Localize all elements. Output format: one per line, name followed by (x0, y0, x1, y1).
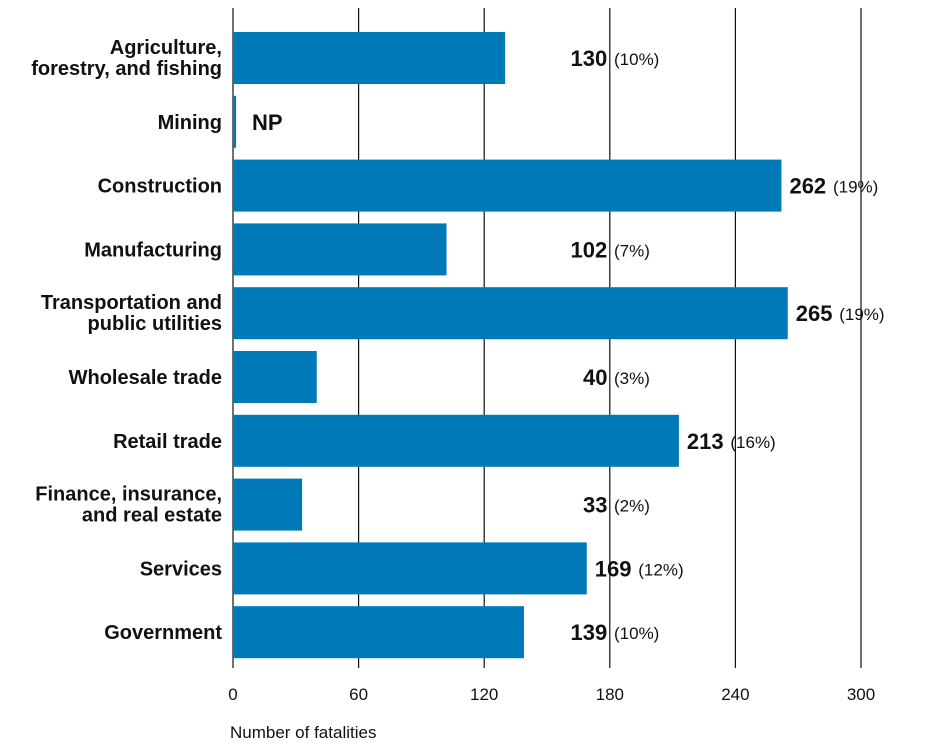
value-label: 169 (595, 556, 632, 581)
percent-label: (10%) (614, 624, 659, 643)
percent-label: (12%) (638, 560, 683, 579)
bar (233, 223, 447, 276)
bars (233, 32, 788, 659)
percent-label: (2%) (614, 497, 650, 516)
category-label: Mining (158, 112, 222, 134)
category-label: Finance, insurance, and real estate (35, 484, 222, 527)
x-tick-label: 240 (721, 685, 749, 704)
percent-label: (10%) (614, 50, 659, 69)
category-label: Construction (98, 176, 222, 198)
bar (233, 606, 524, 659)
x-tick-label: 60 (349, 685, 368, 704)
x-tick-label: 0 (228, 685, 237, 704)
bar (233, 542, 587, 595)
category-label: Retail trade (113, 431, 222, 453)
category-label-line: Agriculture, (110, 37, 222, 59)
value-label: 130 (571, 46, 608, 71)
bar (233, 287, 788, 340)
x-tick-label: 120 (470, 685, 498, 704)
value-label: 40 (583, 365, 607, 390)
category-label: Services (140, 558, 222, 580)
percent-label: (19%) (839, 305, 884, 324)
bar (233, 159, 782, 212)
value-label: 139 (571, 620, 608, 645)
category-label-line: public utilities (88, 313, 222, 335)
category-label: Transportation and public utilities (41, 292, 222, 335)
category-label-line: forestry, and fishing (31, 58, 222, 80)
category-label: Government (104, 622, 222, 644)
category-label: Wholesale trade (69, 367, 222, 389)
category-label-line: Transportation and (41, 292, 222, 314)
bar (233, 32, 506, 84)
category-label-line: and real estate (82, 505, 222, 527)
bar (233, 95, 236, 148)
value-label: 213 (687, 429, 724, 454)
category-label: Agriculture, forestry, and fishing (31, 37, 222, 80)
x-tick-label: 300 (847, 685, 875, 704)
value-label: NP (252, 110, 283, 135)
value-label: 33 (583, 493, 607, 518)
percent-label: (7%) (614, 241, 650, 260)
value-label: 265 (796, 301, 833, 326)
bar (233, 414, 679, 467)
x-axis-title: Number of fatalities (230, 723, 376, 742)
x-tick-label: 180 (596, 685, 624, 704)
value-label: 102 (571, 237, 608, 262)
bar (233, 478, 303, 531)
x-tick-labels: 0 60 120 180 240 300 (228, 685, 875, 704)
category-label: Manufacturing (84, 239, 222, 261)
category-label-line: Finance, insurance, (35, 484, 222, 506)
category-labels: Agriculture, forestry, and fishing Mining C… (31, 37, 222, 644)
percent-label: (3%) (614, 369, 650, 388)
value-label: 262 (789, 174, 826, 199)
value-labels: 130 (10%) NP 262 (19%) 102 (7%) 265 (19%) 40 (3%) 2… (252, 46, 885, 645)
percent-label: (19%) (833, 178, 878, 197)
bar (233, 351, 317, 403)
percent-label: (16%) (730, 433, 775, 452)
